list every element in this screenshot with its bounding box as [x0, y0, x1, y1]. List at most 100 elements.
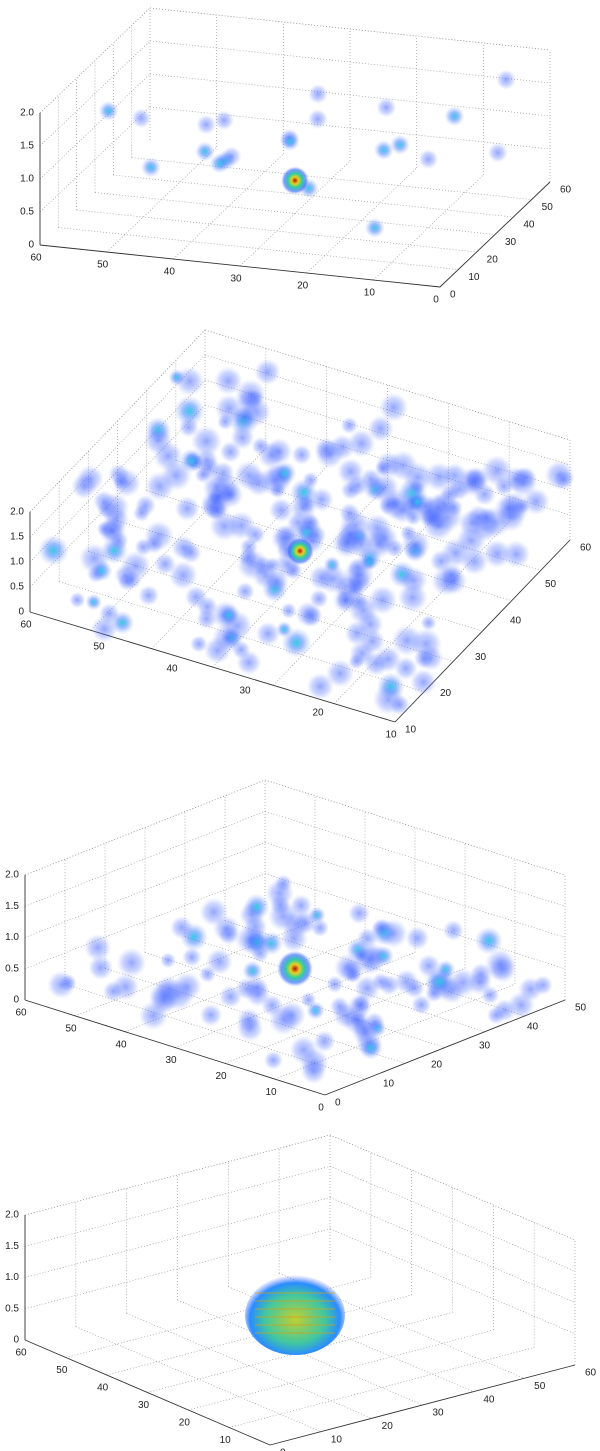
wall-grid: [204, 379, 571, 491]
density-blob: [300, 991, 317, 1008]
volume-panel: 0 0.5 1.0 1.5 2.0 60 50 40 30 20 10 10 20 30 40 50 60: [10, 329, 592, 741]
density-blob: [217, 604, 240, 627]
density-blob: [189, 635, 208, 653]
density-blob: [219, 440, 242, 463]
density-blob: [205, 948, 233, 976]
density-blob: [113, 473, 130, 491]
density-blob: [342, 559, 375, 592]
density-blob: [503, 466, 530, 493]
density-blob: [308, 564, 335, 591]
density-blob: [213, 366, 243, 396]
density-blob: [333, 953, 363, 982]
right-tick-label: 50: [575, 1003, 587, 1014]
floor-grid: [58, 227, 459, 270]
box-edge: [24, 779, 266, 876]
wall-grid: [149, 106, 551, 150]
density-blob: [378, 974, 400, 996]
density-blob: [420, 614, 437, 631]
density-blob: [277, 1000, 307, 1030]
density-blob: [280, 602, 297, 619]
density-blob: [325, 659, 355, 688]
density-blob: [315, 439, 345, 469]
density-blob: [261, 994, 284, 1017]
density-blob: [263, 1050, 284, 1070]
density-blob: [364, 1011, 385, 1033]
density-blob: [273, 461, 297, 485]
box-edge: [149, 7, 551, 51]
density-blob: [332, 587, 359, 614]
density-blob: [174, 495, 200, 522]
floor-grid: [131, 157, 532, 200]
density-blob: [212, 915, 240, 942]
density-blob: [306, 672, 334, 701]
right-tick-label: 10: [331, 1434, 343, 1445]
right-tick-label: 20: [431, 1060, 443, 1071]
density-blob: [286, 537, 314, 565]
floor-grid: [106, 146, 217, 253]
density-blob: [168, 560, 198, 591]
left-tick-label: 10: [220, 1435, 232, 1446]
density-blob: [467, 970, 492, 995]
right-tick-label: 40: [510, 615, 522, 626]
density-blob: [179, 448, 204, 473]
density-blob: [371, 918, 391, 938]
floor-grid: [76, 209, 477, 253]
density-blob: [400, 529, 431, 560]
wall-grid: [39, 106, 151, 213]
density-blob: [348, 531, 375, 558]
right-tick-label: 60: [585, 1368, 597, 1379]
density-blob: [391, 624, 423, 657]
z-tick-label: 2.0: [5, 1210, 19, 1221]
density-blob: [405, 926, 430, 951]
right-tick-label: 60: [580, 543, 592, 554]
density-blob: [174, 366, 205, 397]
right-tick-label: 20: [382, 1421, 394, 1432]
density-blob: [308, 84, 329, 105]
density-blob: [532, 975, 553, 996]
density-blob: [364, 217, 385, 238]
density-blob: [103, 506, 130, 533]
right-tick-label: 0: [280, 1448, 286, 1451]
left-tick-label: 10: [265, 1087, 277, 1098]
left-tick-label: 0: [318, 1103, 324, 1114]
right-tick-label: 0: [335, 1098, 341, 1109]
density-blob: [131, 108, 152, 129]
z-tick-label: 0: [18, 607, 24, 618]
density-blob: [338, 502, 361, 524]
density-blob: [144, 471, 175, 502]
density-blob: [169, 915, 194, 940]
density-blob: [120, 550, 151, 582]
wall-grid: [329, 1197, 576, 1303]
density-blob: [236, 1008, 261, 1033]
wall-grid: [24, 873, 266, 970]
density-blob: [116, 947, 147, 978]
density-blob: [251, 436, 270, 456]
density-blob: [474, 926, 503, 955]
wall-grid: [39, 40, 151, 147]
density-blob: [109, 531, 129, 551]
density-blob: [411, 994, 432, 1016]
left-tick-label: 30: [230, 274, 242, 285]
right-tick-label: 40: [527, 1022, 539, 1033]
wall-grid: [329, 1165, 576, 1272]
density-blob: [279, 131, 300, 152]
right-axis: [439, 181, 551, 288]
density-blob: [265, 878, 294, 908]
left-tick-label: 40: [115, 1039, 127, 1050]
density-blob: [376, 672, 405, 701]
density-blob: [234, 378, 267, 411]
density-blob: [300, 605, 323, 628]
density-blob: [444, 106, 465, 127]
density-blob: [149, 985, 179, 1015]
z-tick-label: 1.5: [5, 901, 19, 912]
left-axis: [29, 611, 396, 723]
density-blob: [378, 495, 398, 515]
density-blob: [83, 933, 112, 962]
floor-grid: [279, 1273, 525, 1379]
density-blob: [360, 468, 383, 491]
density-blob: [424, 461, 455, 492]
